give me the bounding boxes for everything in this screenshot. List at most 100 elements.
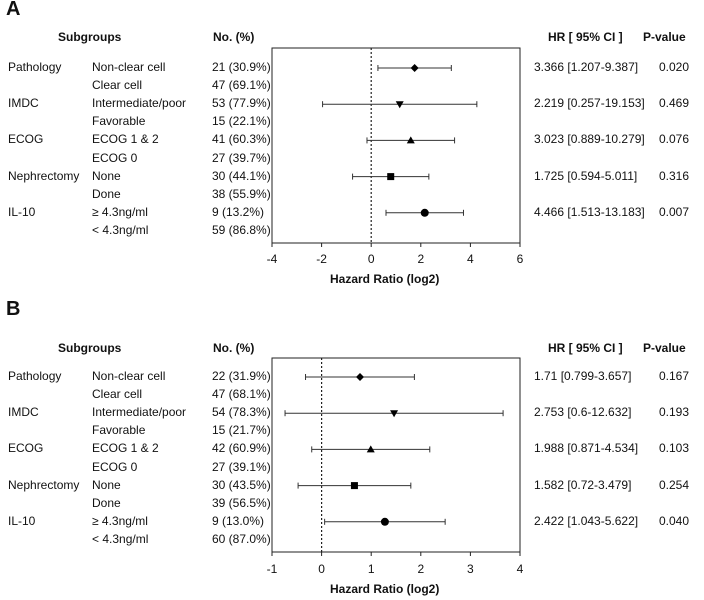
plot-frame xyxy=(271,47,521,244)
x-tick-label: 4 xyxy=(516,562,524,576)
diamond-marker xyxy=(410,64,419,72)
row-count: 21 (30.9%) xyxy=(212,60,271,74)
row-p-value: 0.316 xyxy=(659,168,690,183)
row-hr-ci: 3.023 [0.889-10.279] xyxy=(534,132,645,147)
row-group-label: IL-10 xyxy=(8,513,36,528)
row-subgroup-label: Non-clear cell xyxy=(92,60,166,74)
square-marker xyxy=(350,482,358,490)
row-p-value: 0.167 xyxy=(659,369,690,383)
row-subgroup-label: ECOG 0 xyxy=(92,150,138,165)
row-group-label: Nephrectomy xyxy=(8,168,80,183)
row-p-value: 0.007 xyxy=(659,204,690,219)
row-hr-ci: 1.71 [0.799-3.657] xyxy=(534,369,632,383)
row-count: 27 (39.7%) xyxy=(212,150,271,165)
row-count: 47 (68.1%) xyxy=(212,387,271,402)
row-p-value: 0.020 xyxy=(659,60,690,74)
row-subgroup-label: Clear cell xyxy=(92,78,143,93)
x-tick-label: 3 xyxy=(467,562,474,576)
row-group-label: ECOG xyxy=(8,132,44,147)
x-tick-label: -2 xyxy=(316,252,327,266)
triangle-down-marker xyxy=(395,101,404,109)
diamond-marker xyxy=(355,373,364,381)
circle-marker xyxy=(420,208,429,217)
row-subgroup-label: Clear cell xyxy=(92,387,143,402)
header-hr: HR [ 95% CI ] xyxy=(548,341,623,355)
row-subgroup-label: Favorable xyxy=(92,423,146,438)
row-p-value: 0.076 xyxy=(659,132,690,147)
row-count: 42 (60.9%) xyxy=(212,441,271,456)
row-subgroup-label: Non-clear cell xyxy=(92,369,166,383)
x-tick-label: 2 xyxy=(417,562,425,576)
header-no: No. (%) xyxy=(213,341,255,355)
header-subgroups: Subgroups xyxy=(58,30,122,44)
forest-plot-svg xyxy=(271,47,521,247)
row-subgroup-label: ECOG 1 & 2 xyxy=(92,132,159,147)
row-hr-ci: 1.582 [0.72-3.479] xyxy=(534,477,632,492)
row-count: 15 (21.7%) xyxy=(212,423,271,438)
row-count: 38 (55.9%) xyxy=(212,186,271,201)
row-hr-ci: 2.422 [1.043-5.622] xyxy=(534,513,639,528)
row-subgroup-label: ≥ 4.3ng/ml xyxy=(92,513,148,528)
header-hr: HR [ 95% CI ] xyxy=(548,30,623,44)
row-subgroup-label: Intermediate/poor xyxy=(92,96,187,111)
row-count: 9 (13.0%) xyxy=(212,513,265,528)
plot-frame xyxy=(271,357,521,553)
row-count: 15 (22.1%) xyxy=(212,114,271,129)
x-tick-label: 0 xyxy=(367,252,375,266)
x-tick-label: -1 xyxy=(266,562,278,576)
row-group-label: ECOG xyxy=(8,441,44,456)
row-group-label: IL-10 xyxy=(8,204,36,219)
x-tick-label: 6 xyxy=(516,252,524,266)
row-subgroup-label: ECOG 1 & 2 xyxy=(92,441,159,456)
row-subgroup-label: < 4.3ng/ml xyxy=(92,222,149,237)
x-tick-label: 0 xyxy=(318,562,325,576)
row-subgroup-label: None xyxy=(92,168,121,183)
row-count: 47 (69.1%) xyxy=(212,78,271,93)
row-subgroup-label: < 4.3ng/ml xyxy=(92,531,149,546)
x-tick-label: 1 xyxy=(367,562,375,576)
x-tick-label: 4 xyxy=(467,252,474,266)
row-count: 9 (13.2%) xyxy=(212,204,265,219)
row-subgroup-label: Favorable xyxy=(92,114,146,129)
row-hr-ci: 3.366 [1.207-9.387] xyxy=(534,60,639,74)
row-subgroup-label: None xyxy=(92,477,121,492)
x-tick-label: 2 xyxy=(417,252,425,266)
row-count: 22 (31.9%) xyxy=(212,369,271,383)
row-count: 27 (39.1%) xyxy=(212,459,271,474)
triangle-up-marker xyxy=(406,136,415,144)
x-axis-label: Hazard Ratio (log2) xyxy=(330,582,440,596)
row-count: 41 (60.3%) xyxy=(212,132,271,147)
triangle-down-marker xyxy=(390,410,399,418)
forest-plot-panel-b: B Subgroups No. (%) HR [ 95% CI ] P-valu… xyxy=(0,298,704,600)
header-p: P-value xyxy=(643,30,686,44)
row-subgroup-label: ≥ 4.3ng/ml xyxy=(92,204,148,219)
row-hr-ci: 4.466 [1.513-13.183] xyxy=(534,204,645,219)
x-axis-label: Hazard Ratio (log2) xyxy=(330,272,440,286)
row-count: 30 (43.5%) xyxy=(212,477,271,492)
row-p-value: 0.193 xyxy=(659,405,690,420)
row-p-value: 0.469 xyxy=(659,96,690,111)
square-marker xyxy=(387,173,395,181)
forest-plot-panel-a: A Subgroups No. (%) HR [ 95% CI ] P-valu… xyxy=(6,0,690,286)
panel-letter: A xyxy=(6,0,21,20)
row-count: 53 (77.9%) xyxy=(212,96,271,111)
row-p-value: 0.254 xyxy=(659,477,690,492)
row-subgroup-label: Done xyxy=(92,495,121,510)
row-hr-ci: 1.988 [0.871-4.534] xyxy=(534,441,639,456)
triangle-up-marker xyxy=(366,445,375,453)
row-hr-ci: 1.725 [0.594-5.011] xyxy=(534,168,638,183)
row-group-label: Pathology xyxy=(8,369,62,383)
row-group-label: Pathology xyxy=(8,60,62,74)
row-group-label: Nephrectomy xyxy=(8,477,80,492)
row-count: 39 (56.5%) xyxy=(212,495,271,510)
row-hr-ci: 2.753 [0.6-12.632] xyxy=(534,405,632,420)
row-group-label: IMDC xyxy=(8,96,39,111)
row-count: 60 (87.0%) xyxy=(212,531,271,546)
row-subgroup-label: Intermediate/poor xyxy=(92,405,187,420)
row-hr-ci: 2.219 [0.257-19.153] xyxy=(534,96,645,111)
row-count: 59 (86.8%) xyxy=(212,222,271,237)
x-tick-label: -4 xyxy=(266,252,278,266)
row-count: 54 (78.3%) xyxy=(212,405,271,420)
header-p: P-value xyxy=(643,341,686,355)
row-subgroup-label: ECOG 0 xyxy=(92,459,138,474)
